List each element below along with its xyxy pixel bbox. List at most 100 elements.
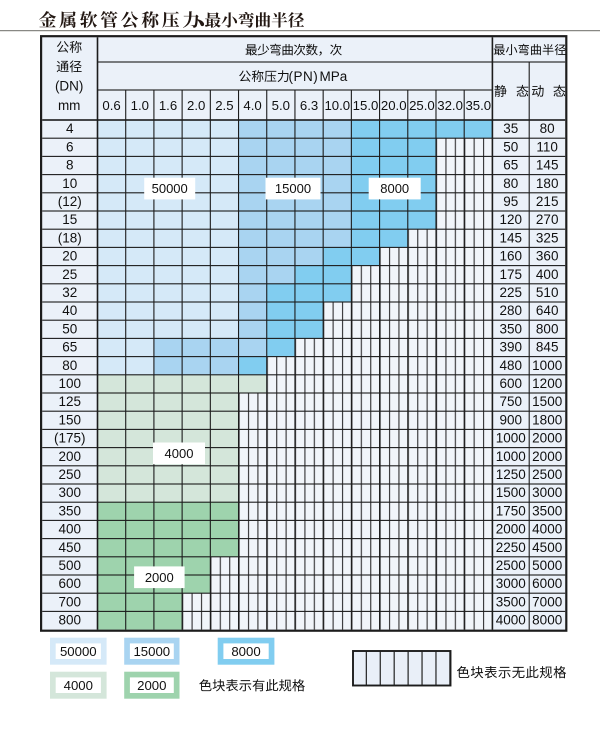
svg-text:360: 360: [536, 249, 559, 264]
svg-text:35.0: 35.0: [465, 98, 491, 113]
svg-text:50000: 50000: [152, 181, 188, 196]
svg-text:510: 510: [536, 285, 559, 300]
svg-text:0.6: 0.6: [102, 98, 120, 113]
svg-text:5000: 5000: [532, 558, 562, 573]
svg-text:10.0: 10.0: [324, 98, 350, 113]
svg-text:6: 6: [66, 139, 74, 154]
svg-text:400: 400: [59, 522, 82, 537]
svg-text:300: 300: [59, 485, 82, 500]
svg-text:80: 80: [540, 121, 555, 136]
svg-text:2.5: 2.5: [215, 98, 233, 113]
svg-text:50000: 50000: [60, 644, 97, 659]
svg-text:3500: 3500: [496, 594, 526, 609]
svg-text:900: 900: [500, 412, 523, 427]
svg-text:1.0: 1.0: [131, 98, 149, 113]
svg-text:270: 270: [536, 212, 559, 227]
svg-text:180: 180: [536, 176, 559, 191]
svg-text:125: 125: [59, 394, 82, 409]
svg-text:(18): (18): [58, 230, 82, 245]
svg-text:400: 400: [536, 267, 559, 282]
svg-text:3000: 3000: [532, 485, 562, 500]
svg-text:20.0: 20.0: [381, 98, 407, 113]
svg-text:2000: 2000: [145, 570, 174, 585]
svg-text:325: 325: [536, 230, 559, 245]
svg-text:600: 600: [59, 576, 82, 591]
svg-text:1200: 1200: [532, 376, 562, 391]
svg-text:2500: 2500: [496, 558, 526, 573]
svg-text:2000: 2000: [496, 522, 526, 537]
svg-text:50: 50: [503, 139, 518, 154]
svg-text:2250: 2250: [496, 540, 526, 555]
svg-text:(12): (12): [58, 194, 82, 209]
svg-text:4000: 4000: [165, 446, 194, 461]
svg-text:4000: 4000: [532, 522, 562, 537]
svg-text:4.0: 4.0: [243, 98, 261, 113]
svg-text:800: 800: [536, 321, 559, 336]
svg-text:1000: 1000: [496, 449, 526, 464]
svg-text:25.0: 25.0: [409, 98, 435, 113]
svg-text:175: 175: [500, 267, 523, 282]
svg-text:5.0: 5.0: [272, 98, 290, 113]
svg-text:32: 32: [62, 285, 77, 300]
svg-text:4000: 4000: [496, 613, 526, 628]
svg-text:100: 100: [59, 376, 82, 391]
svg-text:10: 10: [62, 176, 77, 191]
svg-text:25: 25: [62, 267, 77, 282]
svg-text:1250: 1250: [496, 467, 526, 482]
svg-text:120: 120: [500, 212, 523, 227]
svg-text:250: 250: [59, 467, 82, 482]
svg-text:1.6: 1.6: [159, 98, 177, 113]
svg-text:350: 350: [59, 503, 82, 518]
svg-text:500: 500: [59, 558, 82, 573]
svg-text:(175): (175): [54, 431, 86, 446]
svg-text:4500: 4500: [532, 540, 562, 555]
svg-text:1000: 1000: [496, 431, 526, 446]
svg-text:200: 200: [59, 449, 82, 464]
svg-text:15: 15: [62, 212, 77, 227]
svg-text:8000: 8000: [380, 181, 409, 196]
svg-text:15.0: 15.0: [353, 98, 379, 113]
svg-text:32.0: 32.0: [437, 98, 463, 113]
svg-text:8: 8: [66, 158, 74, 173]
svg-text:8000: 8000: [532, 613, 562, 628]
svg-text:7000: 7000: [532, 594, 562, 609]
svg-text:4: 4: [66, 121, 74, 136]
svg-text:145: 145: [500, 230, 523, 245]
svg-text:390: 390: [500, 340, 523, 355]
svg-text:15000: 15000: [133, 644, 170, 659]
svg-text:700: 700: [59, 594, 82, 609]
svg-text:1500: 1500: [532, 394, 562, 409]
svg-text:2.0: 2.0: [187, 98, 205, 113]
svg-text:2000: 2000: [532, 449, 562, 464]
svg-text:80: 80: [503, 176, 518, 191]
svg-text:8000: 8000: [231, 644, 260, 659]
svg-text:1800: 1800: [532, 412, 562, 427]
svg-text:640: 640: [536, 303, 559, 318]
svg-text:3500: 3500: [532, 503, 562, 518]
svg-text:6.3: 6.3: [300, 98, 318, 113]
svg-text:(DN): (DN): [55, 79, 84, 94]
svg-text:1500: 1500: [496, 485, 526, 500]
svg-text:6000: 6000: [532, 576, 562, 591]
svg-text:20: 20: [62, 249, 77, 264]
svg-text:4000: 4000: [64, 678, 93, 693]
svg-text:800: 800: [59, 613, 82, 628]
svg-text:mm: mm: [58, 98, 81, 113]
svg-text:845: 845: [536, 340, 559, 355]
svg-text:1750: 1750: [496, 503, 526, 518]
svg-text:350: 350: [500, 321, 523, 336]
svg-text:15000: 15000: [275, 181, 311, 196]
svg-text:1000: 1000: [532, 358, 562, 373]
svg-text:3000: 3000: [496, 576, 526, 591]
svg-text:280: 280: [500, 303, 523, 318]
svg-text:450: 450: [59, 540, 82, 555]
svg-text:480: 480: [500, 358, 523, 373]
svg-text:95: 95: [503, 194, 518, 209]
svg-text:150: 150: [59, 412, 82, 427]
svg-text:(PN): (PN): [289, 69, 319, 84]
svg-text:35: 35: [503, 121, 518, 136]
svg-text:50: 50: [62, 321, 77, 336]
svg-text:2000: 2000: [137, 678, 166, 693]
svg-text:145: 145: [536, 158, 559, 173]
svg-text:600: 600: [500, 376, 523, 391]
